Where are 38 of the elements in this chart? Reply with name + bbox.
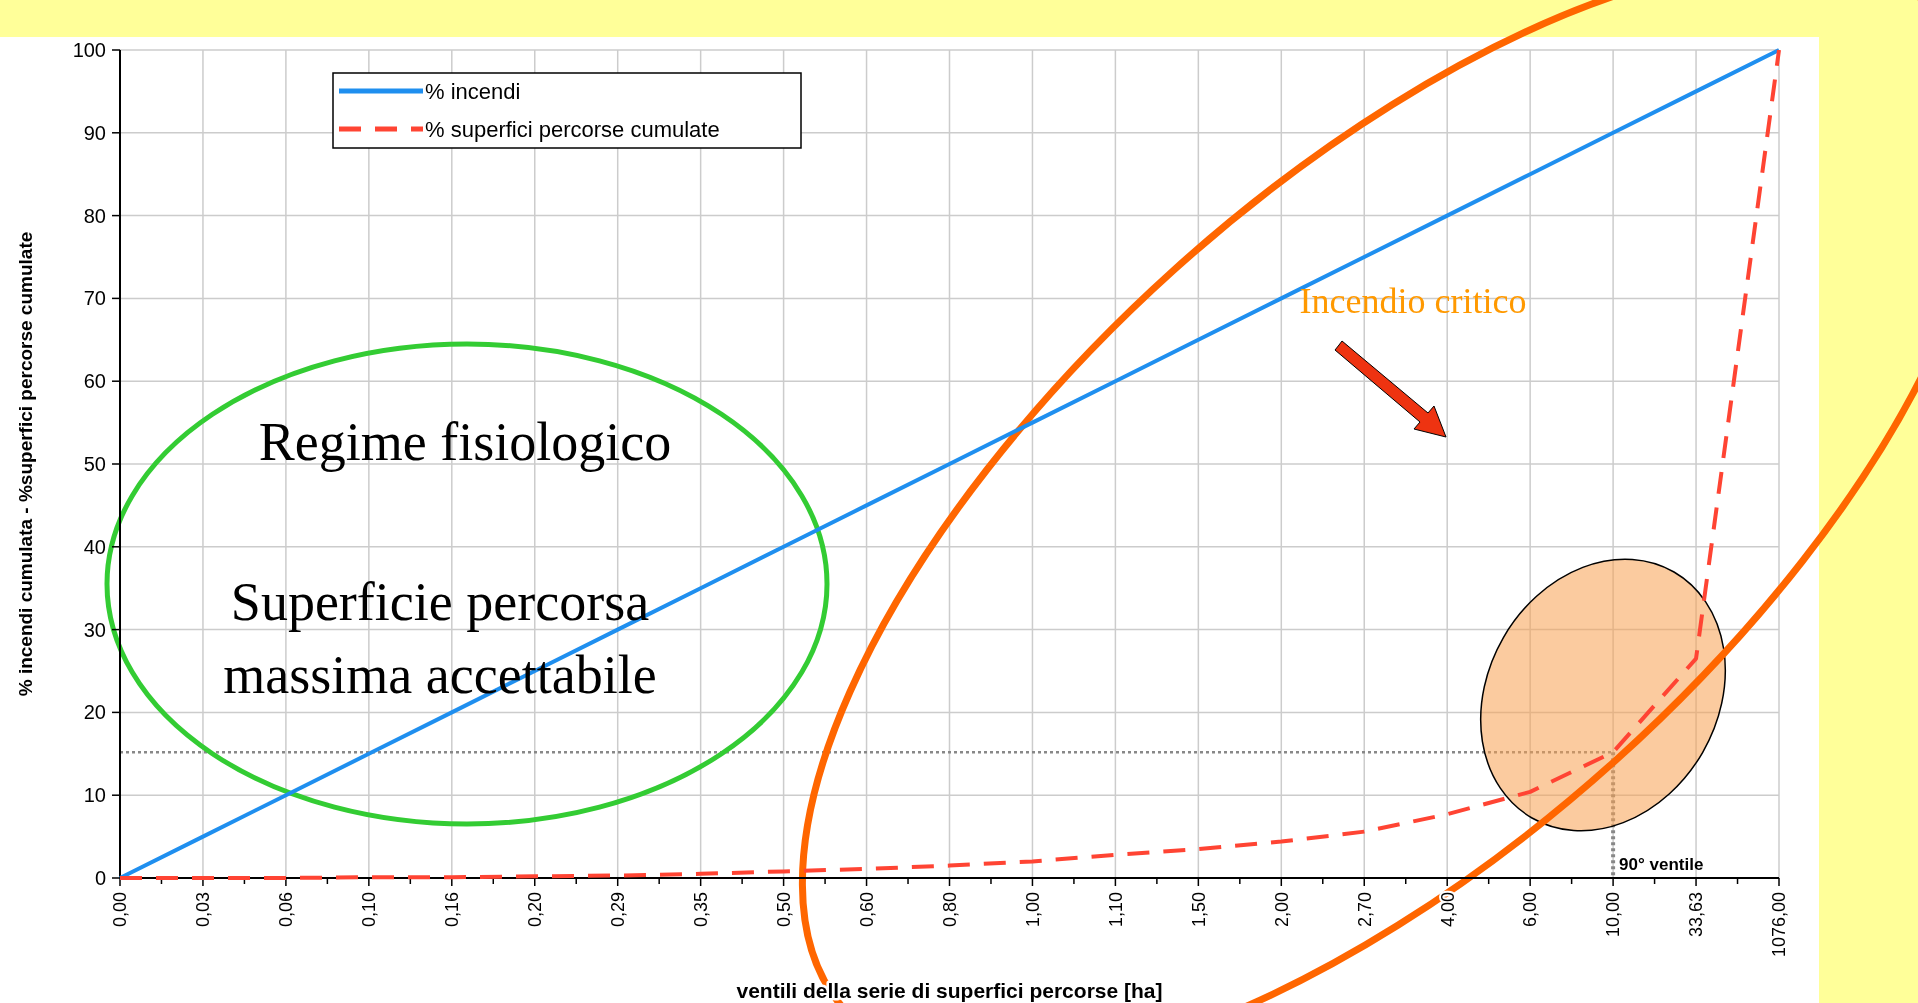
x-tick-label: 0,80 [939, 892, 960, 928]
x-tick-label: 0,10 [359, 892, 380, 928]
x-tick-label: 0,50 [773, 892, 794, 928]
x-tick-label: 0,16 [442, 892, 463, 928]
y-tick-label: 90 [83, 121, 106, 144]
y-tick-label: 30 [83, 618, 106, 641]
x-tick-label: 0,60 [856, 892, 877, 928]
x-tick-label: 0,06 [276, 892, 297, 928]
x-tick-label: 6,00 [1520, 892, 1541, 928]
x-tick-label: 1,00 [1022, 892, 1043, 928]
y-tick-label: 100 [72, 39, 106, 61]
y-tick-label: 0 [94, 867, 106, 889]
legend-label: % superfici percorse cumulate [425, 116, 720, 142]
x-tick-label: 0,00 [110, 892, 131, 928]
y-tick-label: 40 [83, 535, 106, 558]
annotation: Regime fisiologico [258, 412, 672, 472]
y-tick-label: 60 [83, 370, 106, 393]
x-tick-label: 10,00 [1603, 892, 1624, 938]
x-tick-label: 2,00 [1271, 892, 1292, 928]
y-tick-label: 80 [83, 204, 106, 227]
annotation: Incendio critico [1299, 281, 1527, 321]
x-tick-label: 2,70 [1354, 892, 1375, 928]
legend-label: % incendi [425, 78, 521, 104]
y-tick-label: 20 [83, 701, 106, 724]
x-tick-label: 0,29 [608, 892, 628, 928]
x-tick-label: 33,63 [1686, 892, 1707, 938]
x-tick-label: 4,00 [1437, 892, 1458, 928]
x-tick-label: 1,50 [1188, 892, 1209, 928]
y-tick-label: 50 [83, 453, 106, 475]
x-tick-label: 0,03 [193, 892, 214, 928]
x-tick-label: 1,10 [1105, 892, 1126, 928]
x-tick-label: 0,20 [525, 892, 546, 928]
ref-line-label: 90° ventile [1619, 855, 1704, 874]
x-tick-label: 1076,00 [1769, 892, 1790, 958]
x-tick-label: 0,35 [690, 892, 711, 928]
y-tick-label: 10 [83, 784, 106, 807]
y-axis-title: % incendi cumulata - %superfici percorse cumulate [15, 231, 36, 697]
y-tick-label: 70 [83, 287, 106, 310]
